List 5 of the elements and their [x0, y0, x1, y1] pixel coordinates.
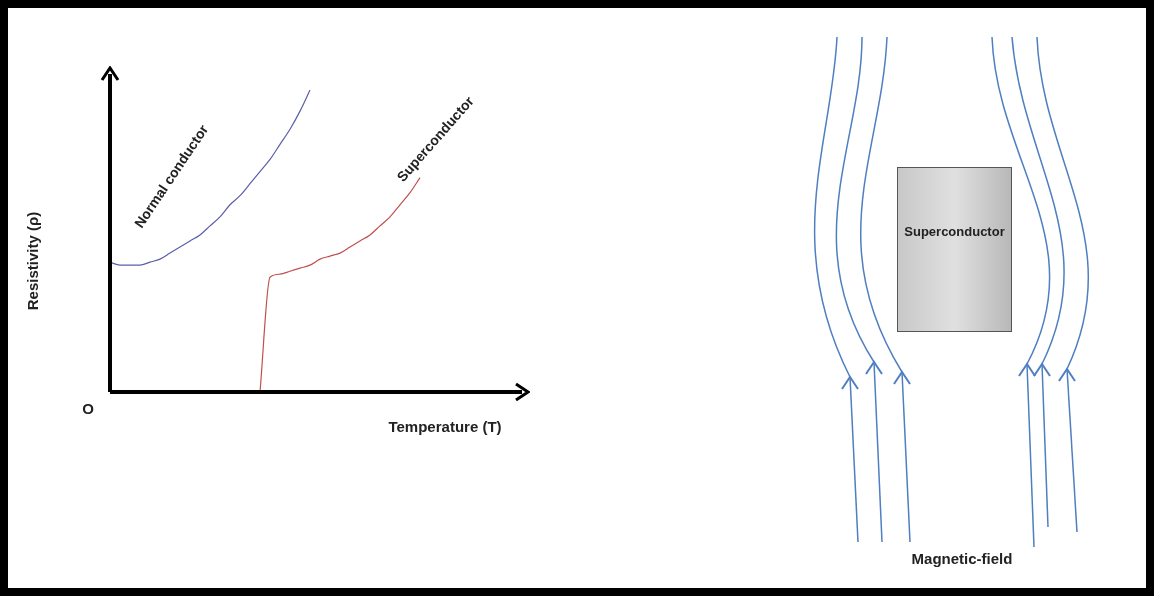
text: Magnetic-field	[910, 550, 1014, 567]
text: O	[82, 400, 95, 418]
y-axis-title: Resistivity (ρ)	[24, 211, 42, 311]
text: Superconductor	[903, 224, 1006, 239]
x-axis-title: Temperature (T)	[388, 418, 502, 436]
